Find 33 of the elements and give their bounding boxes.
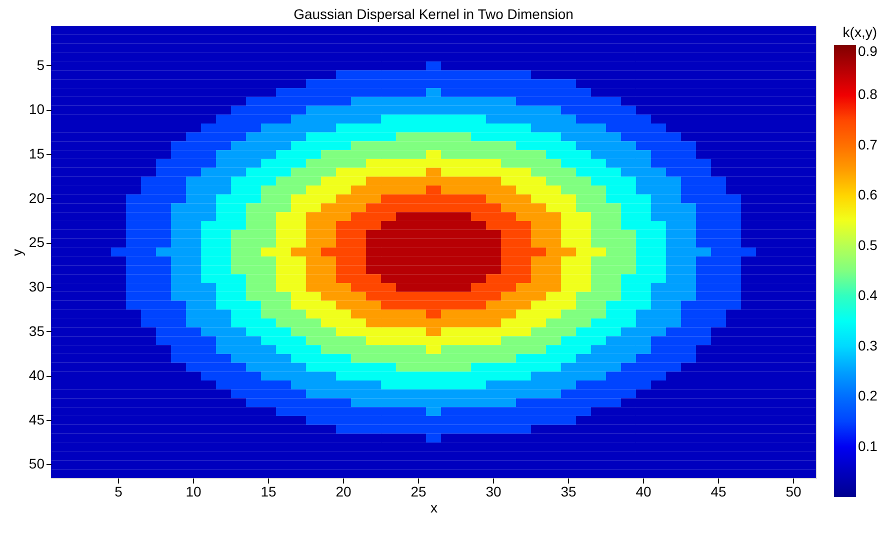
color-bar-label: 0.3 [858,337,878,354]
color-bar-label: 0.1 [858,438,878,454]
x-tick-label: 50 [786,484,802,500]
y-tick-label: 15 [28,146,45,162]
color-bar-label: 0.6 [858,186,878,203]
x-tick-label: 35 [560,484,576,500]
x-tick-label: 5 [114,484,123,500]
color-bar-label: 0.9 [858,43,878,59]
x-tick-label: 25 [410,484,426,500]
color-bar-label: 0.5 [858,236,878,253]
x-tick-label: 20 [336,484,352,500]
y-axis-title: y [8,249,25,256]
x-tick-label: 10 [186,484,202,500]
color-bar-label: 0.2 [858,388,878,404]
chart-title: Gaussian Dispersal Kernel in Two Dimension [294,6,574,22]
y-tick-label: 35 [28,322,45,339]
x-tick-label: 30 [486,484,502,500]
y-tick-label: 10 [28,101,45,118]
x-tick-label: 40 [636,484,652,500]
color-bar-label: 0.4 [858,287,878,304]
x-tick-label: 15 [260,484,276,500]
y-tick-label: 25 [28,234,45,250]
y-tick-label: 45 [28,411,45,428]
color-bar-title: k(x,y) [842,24,877,40]
color-bar-label: 0.7 [858,136,878,152]
y-tick-label: 30 [28,278,45,294]
x-axis-title: x [430,500,438,516]
y-tick-label: 40 [28,367,45,384]
y-tick-label: 20 [28,190,45,206]
y-tick-label: 50 [28,456,45,472]
y-tick-label: 5 [36,56,45,73]
x-tick-label: 45 [710,484,726,500]
color-bar-label: 0.8 [858,86,878,102]
